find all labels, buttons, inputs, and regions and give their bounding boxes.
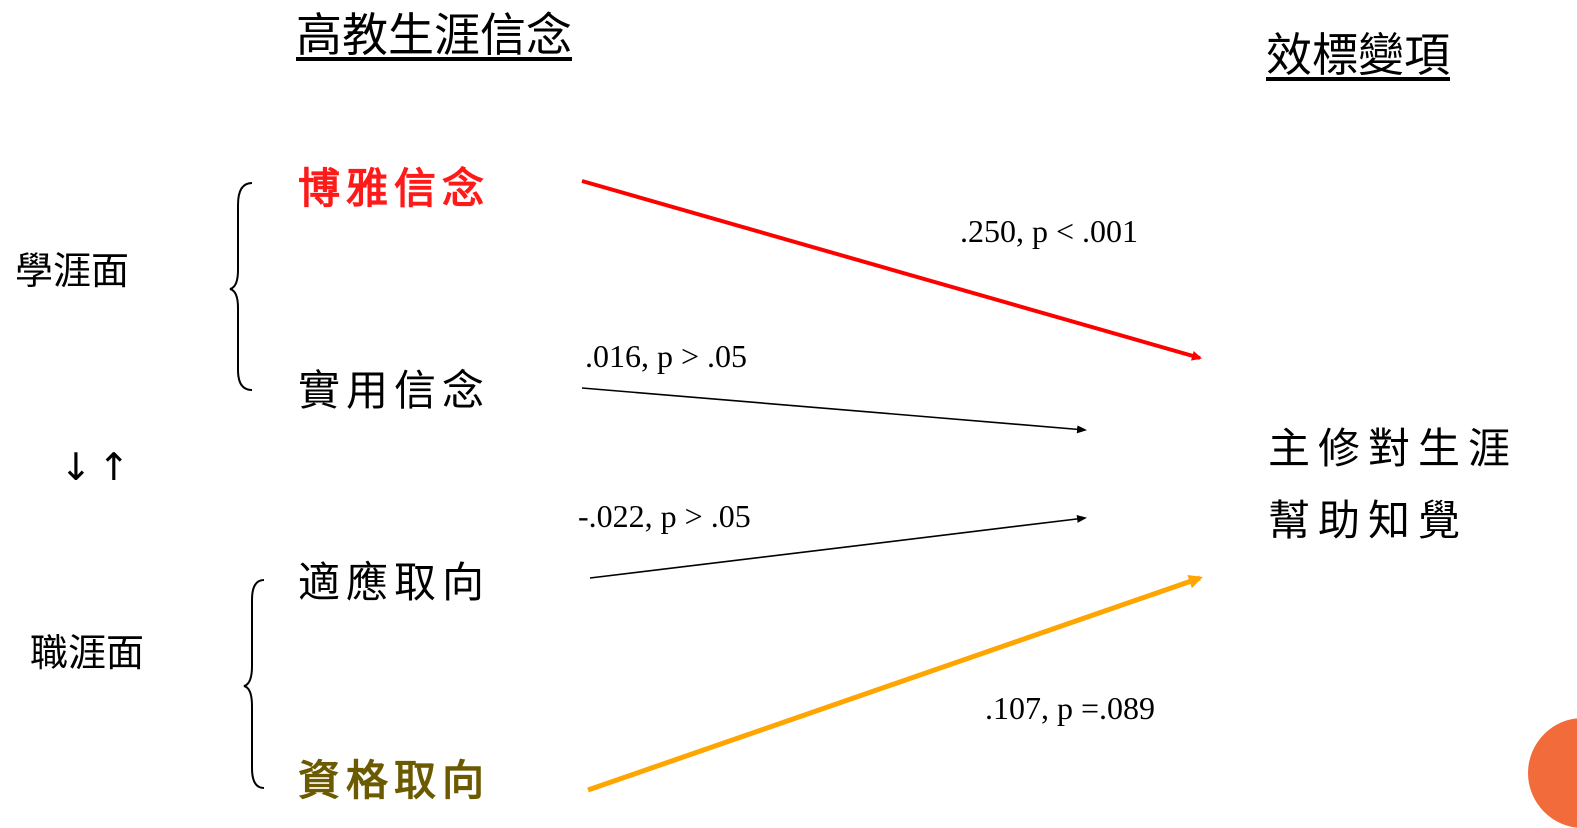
coefficient-liberal: .250, p < .001 <box>960 213 1139 249</box>
predictor-adaptive: 適應取向 <box>298 558 491 607</box>
coefficient-practical: .016, p > .05 <box>585 338 748 374</box>
path-arrow-credential <box>587 574 1203 793</box>
criterion-line-2: 幫助知覺 <box>1268 496 1469 545</box>
academic-brace <box>229 182 253 391</box>
path-arrow-practical <box>581 387 1087 434</box>
criterion-line-1: 主修對生涯 <box>1268 424 1519 473</box>
predictor-header: 高教生涯信念 <box>296 8 572 62</box>
coefficient-adaptive: -.022, p > .05 <box>578 498 751 534</box>
career-group-label: 職涯面 <box>30 631 145 675</box>
career-brace <box>243 579 265 789</box>
path-arrow-adaptive <box>589 514 1087 579</box>
reciprocal-arrows: ↓↑ <box>60 445 136 489</box>
predictor-credential: 資格取向 <box>298 756 491 805</box>
path-diagram <box>229 179 1203 793</box>
coefficient-credential: .107, p =.089 <box>985 690 1156 726</box>
criterion-header: 效標變項 <box>1266 28 1450 82</box>
academic-group-label: 學涯面 <box>15 249 130 293</box>
path-arrow-liberal <box>581 179 1202 361</box>
predictor-liberal: 博雅信念 <box>298 164 491 213</box>
predictor-practical: 實用信念 <box>298 366 491 415</box>
